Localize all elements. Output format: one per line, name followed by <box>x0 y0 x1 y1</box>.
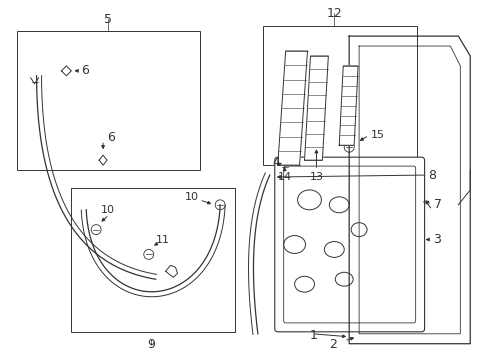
Text: 14: 14 <box>277 172 291 182</box>
FancyBboxPatch shape <box>274 157 424 332</box>
Polygon shape <box>304 56 327 160</box>
Polygon shape <box>277 51 307 165</box>
Text: 2: 2 <box>328 338 337 351</box>
Text: 3: 3 <box>433 233 441 246</box>
Polygon shape <box>339 66 357 145</box>
Text: 10: 10 <box>101 205 115 215</box>
Text: 6: 6 <box>107 131 115 144</box>
Text: 4: 4 <box>272 156 280 168</box>
Bar <box>17 31 200 170</box>
Text: 1: 1 <box>309 329 317 342</box>
Text: 9: 9 <box>146 338 154 351</box>
Text: 11: 11 <box>155 234 169 244</box>
Text: 12: 12 <box>326 7 342 20</box>
Text: 15: 15 <box>370 130 384 140</box>
Text: 6: 6 <box>81 64 89 77</box>
Text: 7: 7 <box>433 198 441 211</box>
Text: 8: 8 <box>427 168 436 181</box>
Text: 10: 10 <box>184 192 198 202</box>
Text: 13: 13 <box>309 172 323 182</box>
Bar <box>263 26 416 165</box>
Text: 5: 5 <box>104 13 112 26</box>
Bar <box>71 188 235 332</box>
